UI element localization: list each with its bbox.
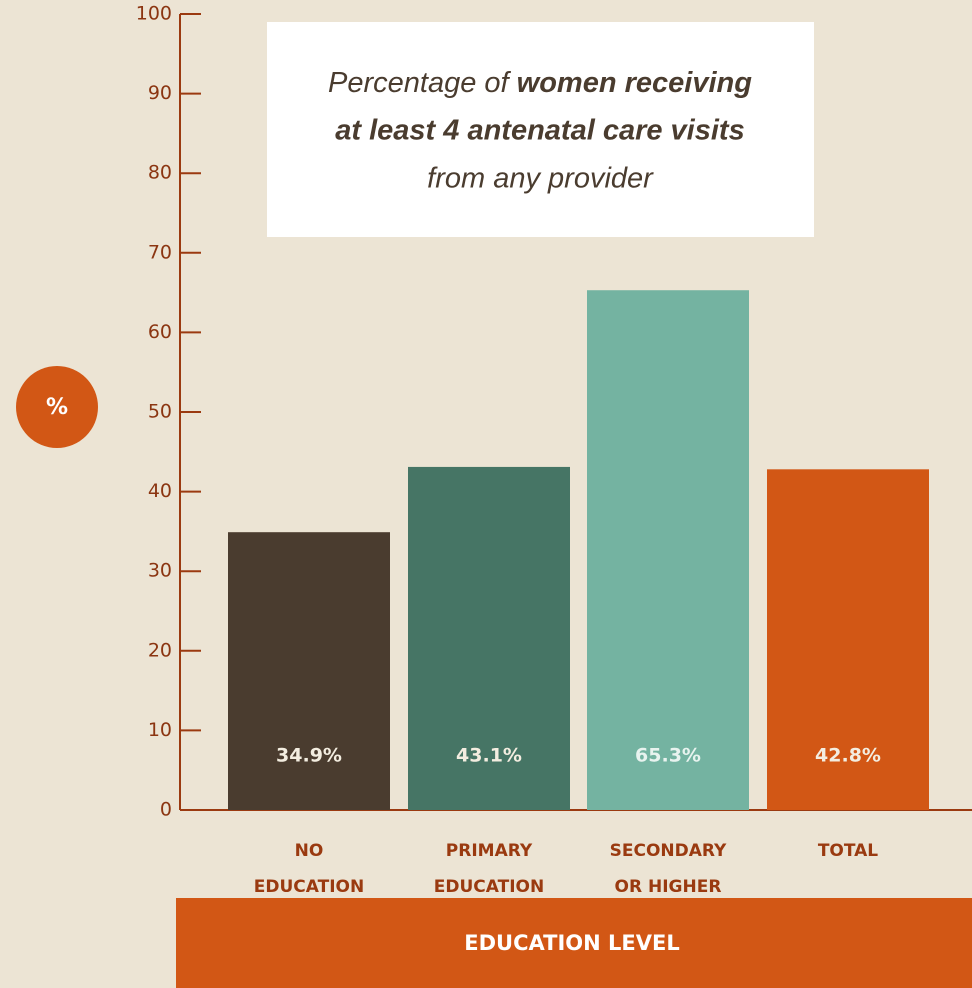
y-tick-label: 0 xyxy=(160,799,172,821)
x-tick-label: EDUCATION xyxy=(434,877,544,897)
x-tick-label: PRIMARY xyxy=(446,841,533,861)
value-label: 42.8% xyxy=(815,745,881,767)
y-tick-label: 70 xyxy=(148,241,172,263)
y-tick-label: 50 xyxy=(148,401,172,423)
chart-title: Percentage of women receiving xyxy=(328,67,752,99)
y-tick-label: 90 xyxy=(148,82,172,104)
y-tick-label: 10 xyxy=(148,719,172,741)
y-tick-label: 30 xyxy=(148,560,172,582)
y-tick-label: 40 xyxy=(148,480,172,502)
bar xyxy=(767,469,929,810)
y-tick-label: 60 xyxy=(148,321,172,343)
title-part: at least 4 antenatal care visits xyxy=(335,115,744,147)
y-tick-label: 20 xyxy=(148,639,172,661)
value-label: 65.3% xyxy=(635,745,701,767)
title-part: women receiving xyxy=(517,67,753,99)
title-part: from any provider xyxy=(427,163,654,195)
x-axis-label: EDUCATION LEVEL xyxy=(464,931,679,955)
y-axis-label: % xyxy=(46,395,68,420)
x-label-band xyxy=(176,898,972,988)
title-part: Percentage of xyxy=(328,67,512,99)
y-tick-label: 100 xyxy=(136,3,172,25)
x-tick-label: TOTAL xyxy=(818,841,878,861)
x-tick-label: SECONDARY xyxy=(610,841,727,861)
bar xyxy=(228,532,390,810)
x-tick-label: OR HIGHER xyxy=(615,877,722,897)
x-tick-label: EDUCATION xyxy=(254,877,364,897)
bar xyxy=(587,290,749,810)
x-tick-label: NO xyxy=(295,841,324,861)
title-box xyxy=(267,22,814,237)
value-label: 34.9% xyxy=(276,745,342,767)
value-label: 43.1% xyxy=(456,745,522,767)
bar xyxy=(408,466,570,810)
y-label-badge xyxy=(16,366,98,448)
y-tick-label: 80 xyxy=(148,162,172,184)
